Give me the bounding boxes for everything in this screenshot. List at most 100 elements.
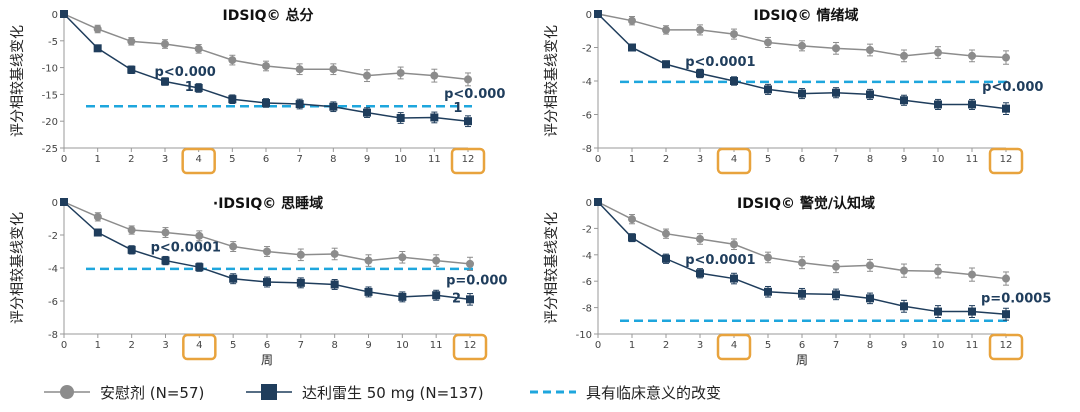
legend-threshold-marker bbox=[530, 390, 576, 394]
data-point-drug bbox=[330, 280, 339, 289]
data-point-placebo bbox=[330, 249, 339, 258]
data-point-placebo bbox=[295, 65, 304, 74]
data-point-placebo bbox=[93, 212, 102, 221]
data-point-placebo bbox=[662, 229, 670, 238]
p-value-annotation: p=0.000 bbox=[446, 274, 507, 289]
data-point-drug bbox=[900, 302, 908, 311]
data-point-drug bbox=[1002, 310, 1010, 319]
data-point-placebo bbox=[832, 44, 840, 53]
x-tick-label: 10 bbox=[932, 154, 945, 165]
x-tick-label: 0 bbox=[595, 340, 601, 351]
x-tick-label: 11 bbox=[966, 340, 979, 351]
data-point-drug bbox=[764, 85, 772, 94]
p-value-annotation: p<0.0001 bbox=[151, 241, 221, 256]
x-tick-label: 8 bbox=[330, 154, 336, 165]
data-point-placebo bbox=[968, 51, 976, 60]
y-tick-label: -4 bbox=[582, 77, 592, 88]
data-point-drug bbox=[430, 113, 439, 122]
legend-drug-marker bbox=[246, 384, 292, 400]
data-point-drug bbox=[832, 88, 840, 97]
data-point-placebo bbox=[900, 51, 908, 60]
data-point-placebo bbox=[127, 37, 136, 46]
y-tick-label: -8 bbox=[48, 330, 58, 341]
data-point-placebo bbox=[798, 41, 806, 50]
x-tick-label: 4 bbox=[196, 340, 202, 351]
data-point-placebo bbox=[696, 25, 704, 34]
y-axis-label: 评分相较基线变化 bbox=[9, 212, 26, 324]
data-point-placebo bbox=[263, 247, 271, 256]
y-tick-label: -6 bbox=[582, 111, 592, 122]
data-point-drug bbox=[900, 96, 908, 105]
data-point-placebo bbox=[764, 38, 772, 47]
x-tick-label: 2 bbox=[663, 154, 669, 165]
x-tick-label: 8 bbox=[867, 340, 873, 351]
data-point-drug bbox=[228, 95, 237, 104]
data-point-drug bbox=[466, 295, 474, 304]
x-tick-label: 9 bbox=[365, 340, 371, 351]
data-point-placebo bbox=[194, 44, 203, 53]
data-point-placebo bbox=[464, 75, 472, 84]
data-point-drug bbox=[296, 278, 305, 287]
x-tick-label: 10 bbox=[394, 154, 407, 165]
x-tick-label: 4 bbox=[195, 154, 201, 165]
data-point-placebo bbox=[161, 40, 169, 49]
data-point-drug bbox=[398, 292, 407, 301]
data-point-placebo bbox=[934, 48, 942, 57]
data-point-drug bbox=[329, 102, 338, 111]
x-tick-label: 0 bbox=[61, 154, 67, 165]
y-tick-label: -10 bbox=[576, 330, 592, 341]
x-tick-label: 8 bbox=[331, 340, 337, 351]
y-tick-label: -6 bbox=[582, 277, 592, 288]
x-tick-label: 7 bbox=[833, 154, 839, 165]
chart-title: ·IDSIQ© 思睡域 bbox=[213, 195, 323, 212]
y-tick-label: -8 bbox=[582, 144, 592, 155]
x-tick-label: 9 bbox=[901, 154, 907, 165]
data-point-drug bbox=[696, 269, 704, 278]
y-tick-label: -2 bbox=[48, 231, 58, 242]
y-tick-label: -2 bbox=[582, 44, 592, 55]
data-point-placebo bbox=[662, 25, 670, 34]
p-value-annotation: 1 bbox=[185, 80, 194, 95]
legend: 安慰剂 (N=57) 达利雷生 50 mg (N=137) 具有临床意义的改变 bbox=[0, 372, 1080, 412]
data-point-placebo bbox=[364, 256, 373, 265]
data-point-drug bbox=[696, 69, 704, 78]
y-tick-label: -4 bbox=[582, 251, 592, 262]
p-value-annotation: p<0.000 bbox=[444, 87, 505, 102]
y-tick-label: -4 bbox=[48, 264, 58, 275]
p-value-annotation: p<0.0001 bbox=[685, 253, 755, 268]
y-tick-label: 0 bbox=[586, 10, 592, 21]
x-tick-label: 10 bbox=[932, 340, 945, 351]
y-tick-label: 0 bbox=[586, 198, 592, 209]
data-point-drug bbox=[968, 100, 976, 109]
data-point-drug bbox=[127, 245, 136, 254]
y-axis-label: 评分相较基线变化 bbox=[543, 25, 560, 137]
p-value-annotation: 2 bbox=[452, 292, 461, 307]
data-point-placebo bbox=[93, 25, 102, 34]
data-point-placebo bbox=[900, 266, 908, 275]
data-point-placebo bbox=[466, 259, 474, 268]
data-point-drug bbox=[127, 65, 136, 74]
p-value-annotation: p<0.000 bbox=[982, 80, 1043, 95]
data-point-placebo bbox=[1002, 274, 1010, 283]
highlight-week-box bbox=[452, 333, 488, 361]
data-point-drug bbox=[364, 287, 373, 296]
y-tick-label: 0 bbox=[52, 198, 58, 209]
data-point-placebo bbox=[363, 71, 371, 80]
y-tick-label: -8 bbox=[582, 304, 592, 315]
legend-drug: 达利雷生 50 mg (N=137) bbox=[246, 380, 484, 404]
data-point-drug bbox=[798, 89, 806, 98]
x-tick-label: 0 bbox=[61, 340, 67, 351]
data-point-placebo bbox=[968, 270, 976, 279]
x-tick-label: 5 bbox=[765, 340, 771, 351]
data-point-drug bbox=[730, 77, 738, 85]
x-tick-label: 4 bbox=[731, 340, 737, 351]
data-point-placebo bbox=[866, 261, 874, 270]
data-point-drug bbox=[295, 100, 304, 109]
data-point-drug bbox=[262, 98, 270, 107]
y-axis-label: 评分相较基线变化 bbox=[9, 25, 26, 137]
p-value-annotation: p<0.0001 bbox=[685, 55, 755, 70]
x-tick-label: 6 bbox=[264, 340, 270, 351]
